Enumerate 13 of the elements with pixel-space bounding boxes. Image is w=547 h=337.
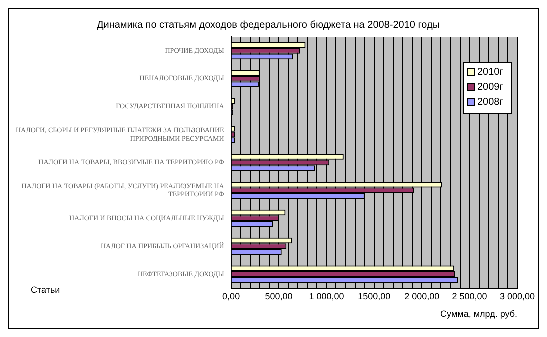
chart-title: Динамика по статьям доходов федерального бюджета на 2008-2010 годы (96, 20, 440, 31)
legend-label: 2010г (477, 66, 504, 78)
x-tick-label: 2 000,00 (404, 291, 440, 302)
y-axis-title: Статьи (31, 284, 60, 295)
x-tick-label: 0,00 (222, 291, 240, 302)
legend-label: 2009г (477, 82, 504, 93)
x-axis-title: Сумма, млрд. руб. (440, 309, 518, 320)
x-tick-label: 3 000,00 (500, 291, 536, 302)
x-tick-label: 2 500,00 (452, 291, 488, 302)
x-tick-label: 1 000,00 (309, 291, 344, 302)
x-tick-label: 1500,00 (358, 291, 391, 302)
legend-label: 2008г (477, 96, 504, 108)
x-tick-label: 500,00 (265, 291, 293, 302)
